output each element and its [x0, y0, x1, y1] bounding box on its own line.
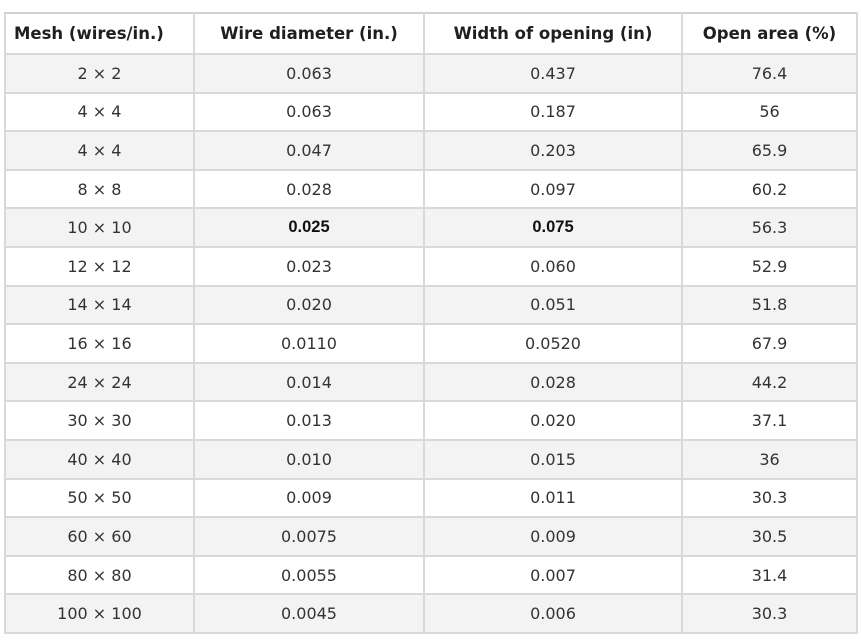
- header-mesh: Mesh (wires/in.): [4, 12, 195, 55]
- cell-mesh: 40 × 40: [4, 438, 195, 480]
- cell-wire-diameter: 0.063: [193, 53, 425, 94]
- cell-width-of-opening: 0.020: [423, 400, 683, 441]
- table-row: 2 × 2 0.063 0.437 76.4: [4, 53, 858, 94]
- table-row: 4 × 4 0.063 0.187 56: [4, 91, 858, 133]
- table-row: 80 × 80 0.0055 0.007 31.4: [4, 554, 858, 596]
- cell-open-area: 36: [681, 438, 858, 480]
- header-wire-diameter: Wire diameter (in.): [193, 12, 425, 55]
- cell-width-of-opening: 0.009: [423, 516, 683, 557]
- cell-wire-diameter: 0.063: [193, 91, 425, 133]
- cell-wire-diameter: 0.0075: [193, 516, 425, 557]
- cell-mesh: 16 × 16: [4, 323, 195, 364]
- cell-mesh: 60 × 60: [4, 516, 195, 557]
- cell-width-of-opening: 0.011: [423, 477, 683, 519]
- cell-width-of-opening: 0.097: [423, 168, 683, 210]
- table-row: 16 × 16 0.0110 0.0520 67.9: [4, 323, 858, 364]
- cell-mesh: 12 × 12: [4, 245, 195, 287]
- header-row: Mesh (wires/in.) Wire diameter (in.) Wid…: [4, 12, 858, 55]
- table-row: 24 × 24 0.014 0.028 44.2: [4, 361, 858, 403]
- cell-wire-diameter: 0.0045: [193, 593, 425, 634]
- cell-mesh: 50 × 50: [4, 477, 195, 519]
- cell-open-area: 44.2: [681, 361, 858, 403]
- cell-wire-diameter: 0.009: [193, 477, 425, 519]
- cell-mesh: 4 × 4: [4, 91, 195, 133]
- table-row: 50 × 50 0.009 0.011 30.3: [4, 477, 858, 519]
- cell-mesh: 14 × 14: [4, 284, 195, 326]
- cell-wire-diameter: 0.020: [193, 284, 425, 326]
- cell-mesh: 24 × 24: [4, 361, 195, 403]
- cell-mesh: 8 × 8: [4, 168, 195, 210]
- cell-mesh: 4 × 4: [4, 130, 195, 171]
- cell-open-area: 67.9: [681, 323, 858, 364]
- cell-open-area: 76.4: [681, 53, 858, 94]
- table-row: 4 × 4 0.047 0.203 65.9: [4, 130, 858, 171]
- cell-open-area: 51.8: [681, 284, 858, 326]
- cell-mesh: 100 × 100: [4, 593, 195, 634]
- table-row: 40 × 40 0.010 0.015 36: [4, 438, 858, 480]
- cell-width-of-opening: 0.015: [423, 438, 683, 480]
- cell-width-of-opening: 0.060: [423, 245, 683, 287]
- table-row: 60 × 60 0.0075 0.009 30.5: [4, 516, 858, 557]
- cell-open-area: 60.2: [681, 168, 858, 210]
- cell-open-area: 31.4: [681, 554, 858, 596]
- header-width-of-opening: Width of opening (in): [423, 12, 683, 55]
- table-row: 10 × 10 0.025 0.075 56.3: [4, 207, 858, 248]
- table-row: 8 × 8 0.028 0.097 60.2: [4, 168, 858, 210]
- table-row: 14 × 14 0.020 0.051 51.8: [4, 284, 858, 326]
- cell-wire-diameter: 0.028: [193, 168, 425, 210]
- cell-mesh: 30 × 30: [4, 400, 195, 441]
- cell-open-area: 30.5: [681, 516, 858, 557]
- cell-width-of-opening: 0.203: [423, 130, 683, 171]
- cell-wire-diameter: 0.023: [193, 245, 425, 287]
- table-row: 100 × 100 0.0045 0.006 30.3: [4, 593, 858, 634]
- cell-wire-diameter: 0.047: [193, 130, 425, 171]
- cell-width-of-opening: 0.028: [423, 361, 683, 403]
- cell-width-of-opening: 0.007: [423, 554, 683, 596]
- cell-open-area: 56.3: [681, 207, 858, 248]
- cell-width-of-opening: 0.187: [423, 91, 683, 133]
- cell-width-of-opening: 0.006: [423, 593, 683, 634]
- cell-open-area: 65.9: [681, 130, 858, 171]
- mesh-table-container: Mesh (wires/in.) Wire diameter (in.) Wid…: [4, 12, 858, 634]
- cell-width-of-opening: 0.437: [423, 53, 683, 94]
- table-body: 2 × 2 0.063 0.437 76.4 4 × 4 0.063 0.187…: [4, 53, 858, 634]
- cell-open-area: 56: [681, 91, 858, 133]
- cell-wire-diameter: 0.0055: [193, 554, 425, 596]
- table-header: Mesh (wires/in.) Wire diameter (in.) Wid…: [4, 12, 858, 55]
- mesh-table: Mesh (wires/in.) Wire diameter (in.) Wid…: [4, 12, 858, 634]
- cell-mesh: 80 × 80: [4, 554, 195, 596]
- cell-open-area: 52.9: [681, 245, 858, 287]
- table-row: 12 × 12 0.023 0.060 52.9: [4, 245, 858, 287]
- table-row: 30 × 30 0.013 0.020 37.1: [4, 400, 858, 441]
- cell-wire-diameter: 0.014: [193, 361, 425, 403]
- cell-open-area: 37.1: [681, 400, 858, 441]
- cell-width-of-opening: 0.0520: [423, 323, 683, 364]
- cell-open-area: 30.3: [681, 477, 858, 519]
- cell-wire-diameter: 0.025: [193, 207, 425, 248]
- cell-wire-diameter: 0.013: [193, 400, 425, 441]
- cell-wire-diameter: 0.010: [193, 438, 425, 480]
- cell-mesh: 2 × 2: [4, 53, 195, 94]
- cell-mesh: 10 × 10: [4, 207, 195, 248]
- header-open-area: Open area (%): [681, 12, 858, 55]
- cell-width-of-opening: 0.075: [423, 207, 683, 248]
- cell-width-of-opening: 0.051: [423, 284, 683, 326]
- cell-open-area: 30.3: [681, 593, 858, 634]
- cell-wire-diameter: 0.0110: [193, 323, 425, 364]
